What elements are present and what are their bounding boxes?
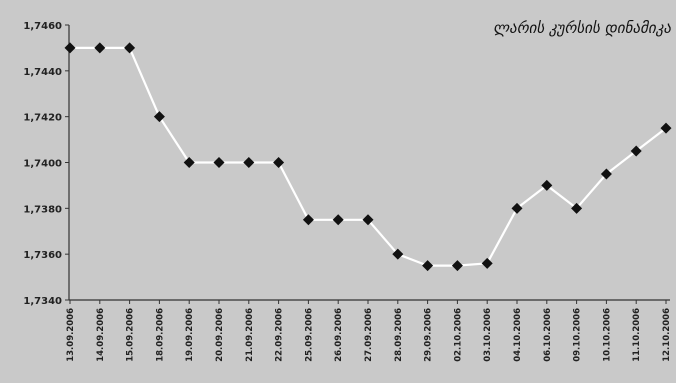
x-tick-label: 19.09.2006 xyxy=(185,308,195,362)
data-point xyxy=(660,122,672,134)
y-tick-label: 1,7420 xyxy=(23,113,62,124)
x-tick-label: 03.10.2006 xyxy=(483,308,493,362)
y-tick-label: 1,7400 xyxy=(23,159,62,170)
y-tick-label: 1,7440 xyxy=(23,67,62,78)
series-line xyxy=(70,46,667,267)
x-tick-label: 25.09.2006 xyxy=(304,308,314,362)
x-tick-label: 06.10.2006 xyxy=(543,308,553,362)
x-tick-label: 28.09.2006 xyxy=(394,308,404,362)
data-point xyxy=(511,202,523,214)
data-point xyxy=(94,42,106,54)
x-tick-label: 12.10.2006 xyxy=(662,308,672,362)
data-point xyxy=(64,42,76,54)
x-tick-label: 13.09.2006 xyxy=(66,308,76,362)
x-tick-label: 29.09.2006 xyxy=(424,308,434,362)
data-point xyxy=(481,257,493,269)
x-tick-label: 26.09.2006 xyxy=(334,308,344,362)
data-point xyxy=(600,168,612,180)
data-point xyxy=(332,214,344,226)
x-tick-label: 22.09.2006 xyxy=(275,308,285,362)
data-point xyxy=(183,157,195,168)
data-point xyxy=(124,42,136,54)
data-point xyxy=(302,214,314,226)
x-tick-label: 15.09.2006 xyxy=(126,308,136,362)
data-point xyxy=(451,260,463,272)
x-tick-label: 10.10.2006 xyxy=(602,308,612,362)
data-point xyxy=(273,157,285,168)
data-point xyxy=(541,179,553,191)
chart-title: ლარის კურსის დინამიკა xyxy=(493,19,671,37)
x-tick-label: 02.10.2006 xyxy=(453,308,463,362)
data-point xyxy=(422,260,434,272)
y-tick-label: 1,7460 xyxy=(23,21,62,32)
data-point xyxy=(392,248,404,260)
x-tick-label: 20.09.2006 xyxy=(215,308,225,362)
y-tick-label: 1,7360 xyxy=(23,250,62,261)
data-point xyxy=(213,157,225,168)
data-point xyxy=(153,111,165,123)
data-point xyxy=(571,202,583,214)
x-tick-label: 11.10.2006 xyxy=(632,308,642,362)
x-tick-label: 04.10.2006 xyxy=(513,308,523,362)
y-tick-label: 1,7340 xyxy=(23,296,62,307)
data-point xyxy=(362,214,374,226)
x-tick-label: 18.09.2006 xyxy=(155,308,165,362)
y-tick-label: 1,7380 xyxy=(23,204,62,215)
data-point xyxy=(243,157,255,168)
data-point xyxy=(630,145,642,157)
x-tick-label: 21.09.2006 xyxy=(245,308,255,362)
x-tick-label: 09.10.2006 xyxy=(573,308,583,362)
x-tick-label: 14.09.2006 xyxy=(96,308,106,362)
x-tick-label: 27.09.2006 xyxy=(364,308,374,362)
